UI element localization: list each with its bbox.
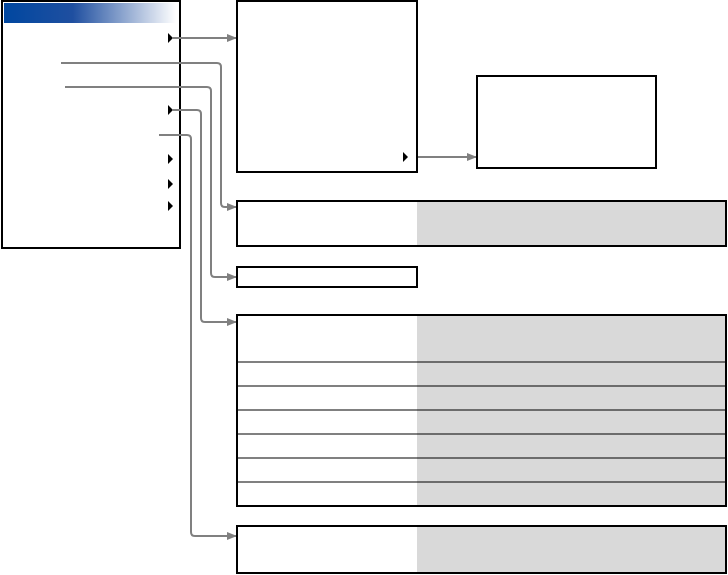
connector-line	[173, 109, 237, 326]
submenu-triangle-icon	[403, 152, 408, 162]
connector-line	[61, 62, 237, 211]
main-menu	[1, 0, 181, 249]
submenu-triangle-icon	[168, 179, 173, 189]
connector-line	[65, 86, 237, 281]
menu-title-bar	[4, 3, 176, 23]
connector-line	[159, 134, 237, 540]
submenu-triangle-icon	[168, 105, 173, 115]
submenu-triangle-icon	[168, 154, 173, 164]
dialog-box	[236, 200, 727, 247]
connectors	[61, 34, 477, 540]
submenu-triangle-icon	[168, 33, 173, 43]
submenu-box	[236, 0, 418, 173]
single-item-box	[236, 266, 418, 288]
bottom-dialog-box	[236, 525, 727, 574]
nested-submenu-box	[476, 75, 657, 169]
settings-table	[236, 314, 727, 507]
submenu-triangle-icon	[168, 201, 173, 211]
